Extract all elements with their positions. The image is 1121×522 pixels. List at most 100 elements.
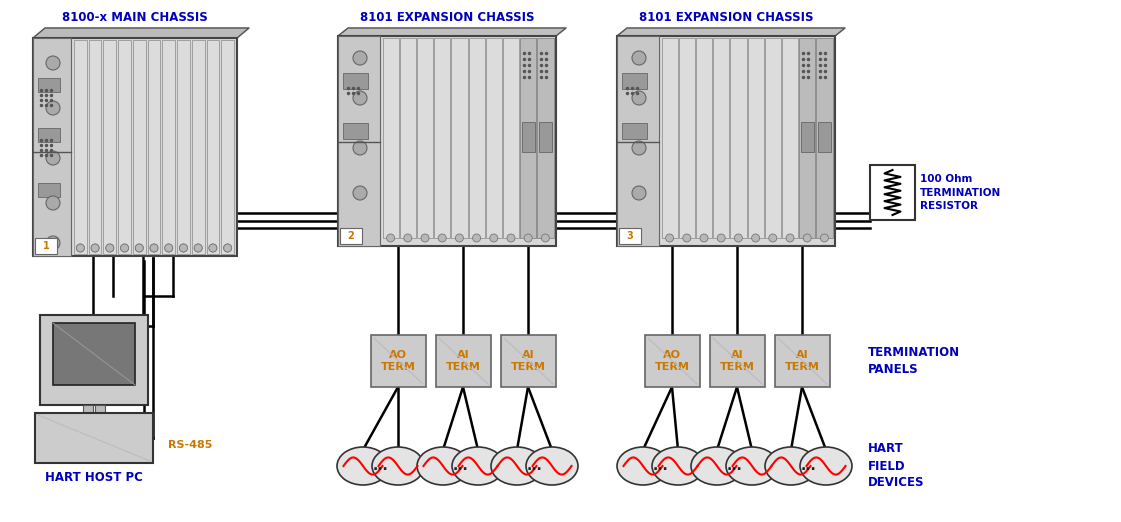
Bar (35, 238, 57, 254)
Bar (371, 335, 426, 387)
Bar (53, 323, 135, 385)
Circle shape (683, 234, 691, 242)
Bar (118, 40, 131, 254)
Text: 8101 EXPANSION CHASSIS: 8101 EXPANSION CHASSIS (360, 11, 535, 24)
Circle shape (700, 234, 708, 242)
Bar (33, 38, 71, 256)
Bar (452, 38, 467, 238)
Circle shape (507, 234, 515, 242)
Text: 2: 2 (348, 231, 354, 241)
Bar (95, 405, 105, 413)
Bar (382, 38, 399, 238)
Circle shape (194, 244, 202, 252)
Bar (206, 40, 220, 254)
Text: AI
TERM: AI TERM (720, 350, 754, 372)
Ellipse shape (765, 447, 817, 485)
Circle shape (179, 244, 187, 252)
Bar (617, 36, 835, 246)
Bar (622, 123, 647, 139)
Circle shape (150, 244, 158, 252)
Ellipse shape (691, 447, 743, 485)
Circle shape (751, 234, 760, 242)
Bar (501, 335, 556, 387)
Text: ...: ... (800, 459, 816, 473)
Text: ...: ... (372, 459, 388, 473)
Circle shape (734, 234, 742, 242)
Bar (710, 335, 765, 387)
Bar (221, 40, 234, 254)
Bar (343, 73, 368, 89)
Bar (818, 122, 831, 152)
Circle shape (165, 244, 173, 252)
Ellipse shape (652, 447, 704, 485)
Circle shape (46, 56, 61, 70)
Bar (89, 40, 102, 254)
Circle shape (632, 141, 646, 155)
Circle shape (209, 244, 216, 252)
Bar (192, 40, 204, 254)
Circle shape (525, 234, 532, 242)
Bar (800, 122, 814, 152)
Bar (765, 38, 781, 238)
Bar (177, 40, 189, 254)
Text: 3: 3 (627, 231, 633, 241)
Bar (503, 38, 519, 238)
Bar (816, 38, 833, 238)
Circle shape (353, 141, 367, 155)
Bar (539, 122, 552, 152)
Bar (537, 38, 554, 238)
Circle shape (223, 244, 232, 252)
Bar (38, 128, 61, 142)
Circle shape (490, 234, 498, 242)
Bar (799, 38, 815, 238)
Ellipse shape (526, 447, 578, 485)
Bar (400, 38, 416, 238)
Circle shape (76, 244, 84, 252)
Text: HART
FIELD
DEVICES: HART FIELD DEVICES (868, 443, 925, 490)
Ellipse shape (491, 447, 543, 485)
Circle shape (821, 234, 828, 242)
Circle shape (46, 151, 61, 165)
Bar (748, 38, 763, 238)
Bar (485, 38, 502, 238)
Polygon shape (339, 28, 566, 36)
Circle shape (105, 244, 114, 252)
Bar (103, 40, 117, 254)
Text: HART HOST PC: HART HOST PC (45, 471, 143, 484)
Text: 1: 1 (43, 241, 49, 251)
Ellipse shape (617, 447, 669, 485)
Circle shape (804, 234, 812, 242)
Circle shape (769, 234, 777, 242)
Ellipse shape (337, 447, 389, 485)
Circle shape (541, 234, 549, 242)
Circle shape (136, 244, 143, 252)
Bar (870, 165, 915, 220)
Circle shape (46, 196, 61, 210)
Bar (35, 413, 152, 463)
Text: ...: ... (652, 459, 668, 473)
Text: ...: ... (453, 459, 469, 473)
Bar (343, 123, 368, 139)
Bar (133, 40, 146, 254)
Text: 8100-x MAIN CHASSIS: 8100-x MAIN CHASSIS (62, 11, 207, 24)
Text: TERMINATION
PANELS: TERMINATION PANELS (868, 346, 960, 376)
Circle shape (353, 91, 367, 105)
Circle shape (421, 234, 429, 242)
Circle shape (717, 234, 725, 242)
Bar (713, 38, 730, 238)
Circle shape (209, 244, 216, 252)
Circle shape (194, 244, 202, 252)
Bar (678, 38, 695, 238)
Bar (775, 335, 830, 387)
Polygon shape (33, 28, 249, 38)
Circle shape (136, 244, 143, 252)
Text: ...: ... (726, 459, 742, 473)
Bar (38, 78, 61, 92)
Circle shape (438, 234, 446, 242)
Circle shape (91, 244, 99, 252)
Bar (417, 38, 433, 238)
Bar (339, 36, 556, 246)
Bar (339, 36, 380, 246)
Bar (617, 36, 659, 246)
Bar (38, 183, 61, 197)
